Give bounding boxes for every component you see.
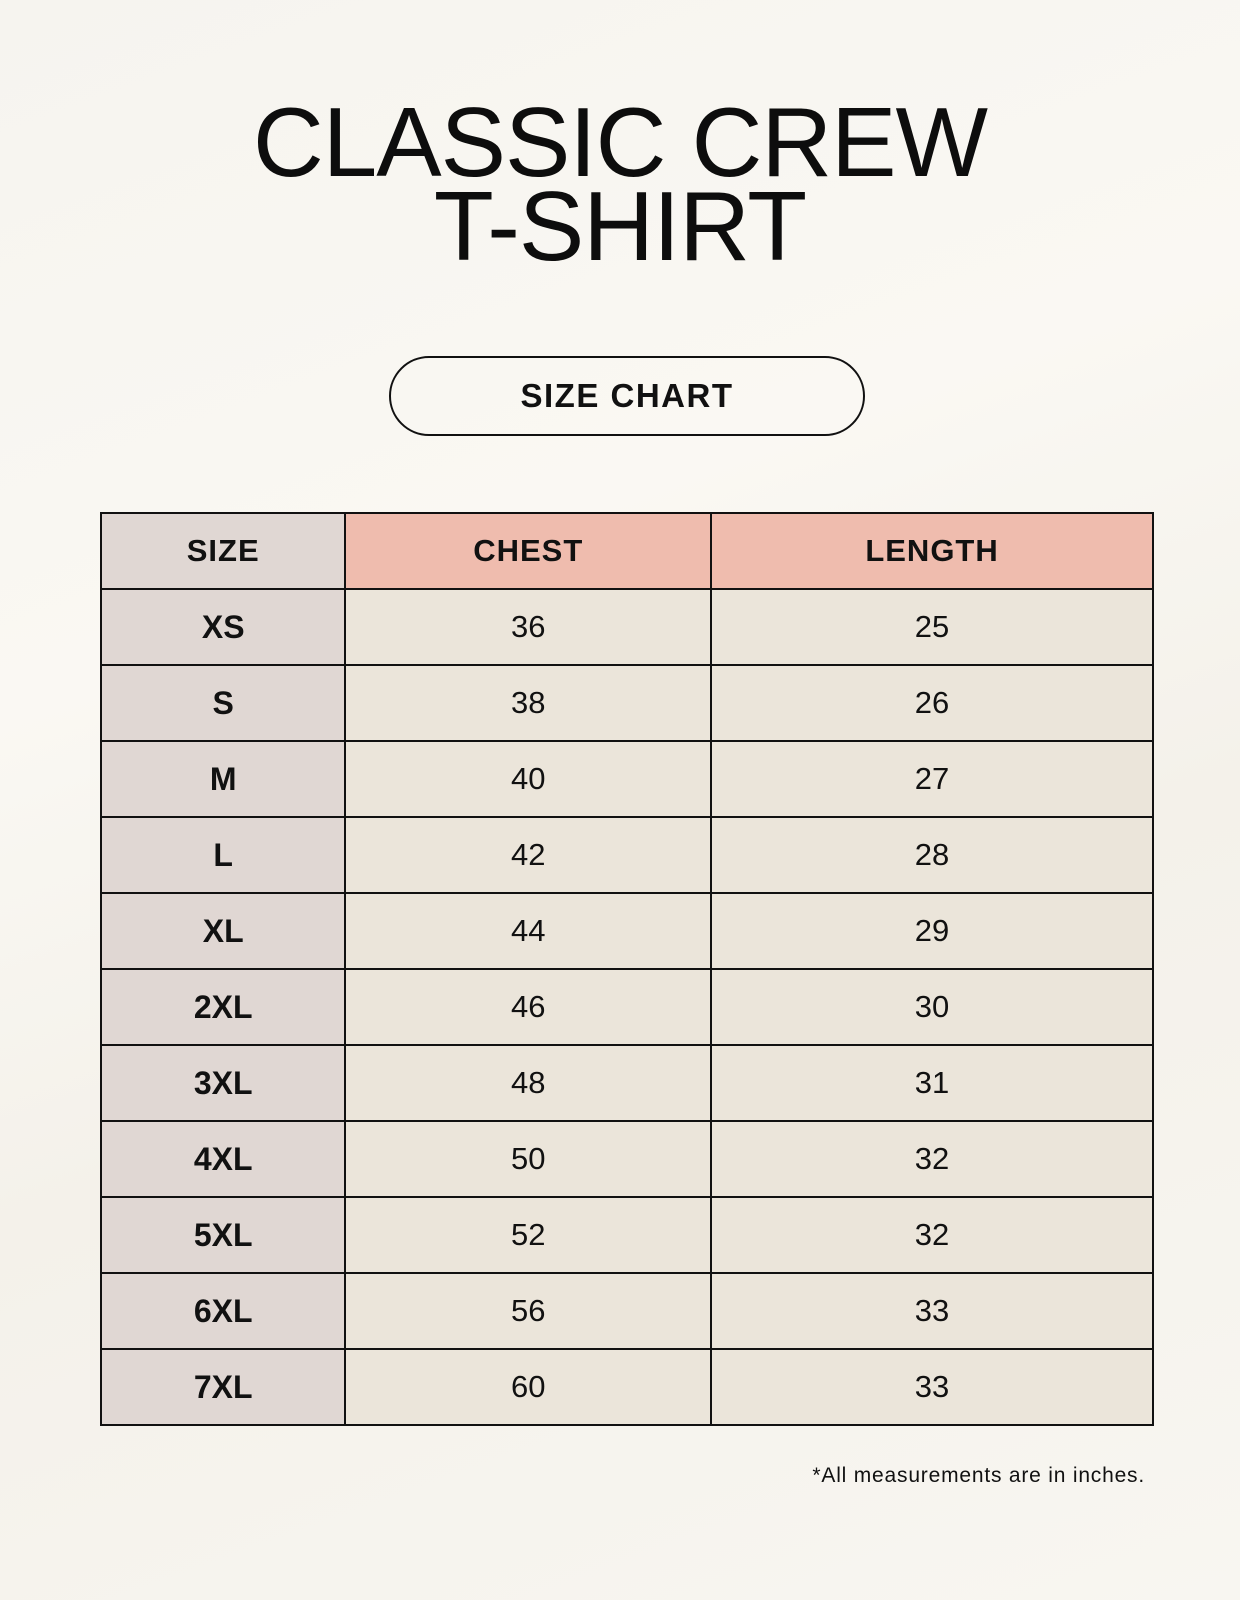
table-row: XL 44 29 bbox=[99, 892, 1154, 970]
cell-chest: 42 bbox=[344, 816, 713, 894]
cell-length: 33 bbox=[710, 1272, 1154, 1350]
cell-size: 3XL bbox=[99, 1044, 347, 1122]
header-length: LENGTH bbox=[710, 512, 1154, 590]
table-row: M 40 27 bbox=[99, 740, 1154, 818]
cell-length: 27 bbox=[710, 740, 1154, 818]
cell-length: 28 bbox=[710, 816, 1154, 894]
header-size: SIZE bbox=[99, 512, 347, 590]
cell-size: XS bbox=[99, 588, 347, 666]
cell-chest: 50 bbox=[344, 1120, 713, 1198]
header-chest: CHEST bbox=[344, 512, 713, 590]
table-row: L 42 28 bbox=[99, 816, 1154, 894]
cell-length: 26 bbox=[710, 664, 1154, 742]
cell-size: 5XL bbox=[99, 1196, 347, 1274]
cell-length: 29 bbox=[710, 892, 1154, 970]
table-row: 7XL 60 33 bbox=[99, 1348, 1154, 1426]
cell-length: 33 bbox=[710, 1348, 1154, 1426]
cell-size: S bbox=[99, 664, 347, 742]
cell-length: 25 bbox=[710, 588, 1154, 666]
cell-chest: 38 bbox=[344, 664, 713, 742]
cell-chest: 40 bbox=[344, 740, 713, 818]
cell-chest: 52 bbox=[344, 1196, 713, 1274]
cell-chest: 44 bbox=[344, 892, 713, 970]
table-row: 3XL 48 31 bbox=[99, 1044, 1154, 1122]
table-row: 2XL 46 30 bbox=[99, 968, 1154, 1046]
cell-chest: 56 bbox=[344, 1272, 713, 1350]
table-row: 5XL 52 32 bbox=[99, 1196, 1154, 1274]
cell-chest: 48 bbox=[344, 1044, 713, 1122]
size-table: SIZE CHEST LENGTH XS 36 25 S 38 26 M 40 27 L 42 28 X… bbox=[99, 512, 1154, 1426]
cell-size: 6XL bbox=[99, 1272, 347, 1350]
cell-length: 31 bbox=[710, 1044, 1154, 1122]
cell-size: M bbox=[99, 740, 347, 818]
cell-chest: 60 bbox=[344, 1348, 713, 1426]
cell-length: 30 bbox=[710, 968, 1154, 1046]
title-line-2: T-SHIRT bbox=[433, 171, 807, 281]
cell-length: 32 bbox=[710, 1196, 1154, 1274]
table-row: XS 36 25 bbox=[99, 588, 1154, 666]
cell-size: L bbox=[99, 816, 347, 894]
page-title: CLASSIC CREW T-SHIRT bbox=[0, 87, 1240, 281]
cell-size: 4XL bbox=[99, 1120, 347, 1198]
cell-length: 32 bbox=[710, 1120, 1154, 1198]
cell-chest: 46 bbox=[344, 968, 713, 1046]
cell-size: 7XL bbox=[99, 1348, 347, 1426]
table-row: 4XL 50 32 bbox=[99, 1120, 1154, 1198]
table-header-row: SIZE CHEST LENGTH bbox=[99, 512, 1154, 590]
size-chart-badge: SIZE CHART bbox=[389, 356, 865, 436]
cell-size: XL bbox=[99, 892, 347, 970]
footnote: *All measurements are in inches. bbox=[812, 1464, 1145, 1487]
table-row: 6XL 56 33 bbox=[99, 1272, 1154, 1350]
cell-chest: 36 bbox=[344, 588, 713, 666]
cell-size: 2XL bbox=[99, 968, 347, 1046]
table-row: S 38 26 bbox=[99, 664, 1154, 742]
title-line-1: CLASSIC CREW bbox=[252, 87, 988, 197]
